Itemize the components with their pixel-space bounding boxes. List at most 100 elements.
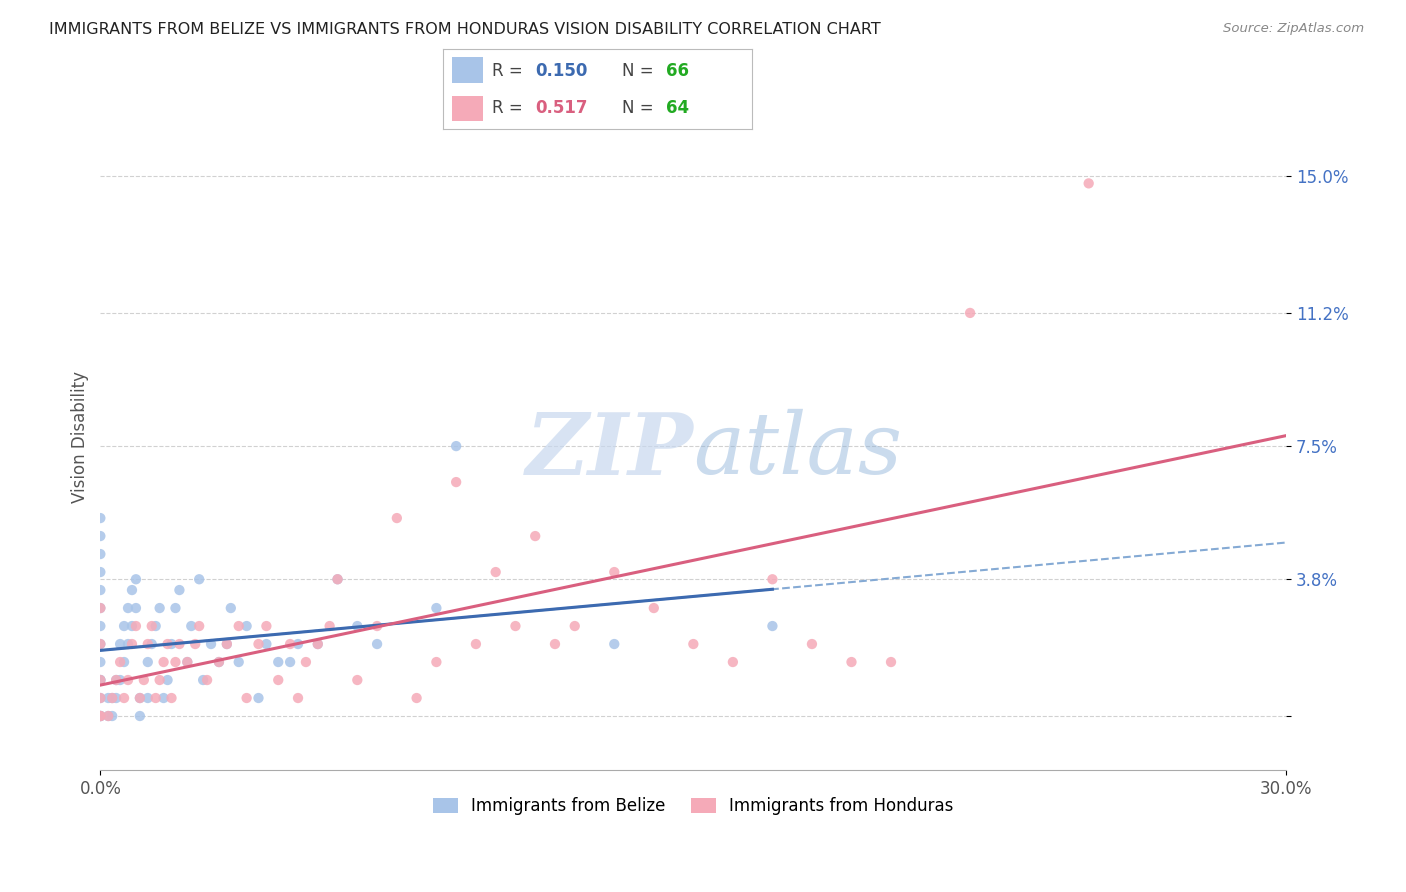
Point xyxy=(121,582,143,597)
Point xyxy=(141,619,163,633)
Point xyxy=(307,637,329,651)
Point xyxy=(318,619,340,633)
Point xyxy=(136,655,159,669)
Point xyxy=(128,691,150,706)
Point xyxy=(89,637,111,651)
Point xyxy=(208,655,231,669)
Point xyxy=(169,582,191,597)
FancyBboxPatch shape xyxy=(453,95,484,121)
Point xyxy=(215,637,238,651)
Point xyxy=(89,709,111,723)
Point xyxy=(89,673,111,687)
Point xyxy=(721,655,744,669)
Point xyxy=(682,637,704,651)
Point xyxy=(287,691,309,706)
Point xyxy=(89,673,111,687)
Point xyxy=(326,572,349,586)
Point xyxy=(215,637,238,651)
Point xyxy=(108,673,131,687)
Point xyxy=(254,637,277,651)
Point xyxy=(346,619,368,633)
Text: Source: ZipAtlas.com: Source: ZipAtlas.com xyxy=(1223,22,1364,36)
Point xyxy=(524,529,547,543)
Point xyxy=(117,637,139,651)
Point xyxy=(108,655,131,669)
Point xyxy=(132,673,155,687)
Point xyxy=(800,637,823,651)
Point xyxy=(121,637,143,651)
Point xyxy=(603,637,626,651)
Point xyxy=(89,709,111,723)
Point xyxy=(101,691,124,706)
Point xyxy=(841,655,863,669)
Text: N =: N = xyxy=(623,62,659,79)
Point xyxy=(385,511,408,525)
Point xyxy=(1077,177,1099,191)
Text: N =: N = xyxy=(623,99,659,117)
Point xyxy=(112,655,135,669)
Point xyxy=(191,673,214,687)
Point xyxy=(101,691,124,706)
Text: 0.150: 0.150 xyxy=(536,62,588,79)
Point xyxy=(485,565,508,579)
Point xyxy=(505,619,527,633)
Point xyxy=(278,655,301,669)
Point xyxy=(149,601,172,615)
Text: IMMIGRANTS FROM BELIZE VS IMMIGRANTS FROM HONDURAS VISION DISABILITY CORRELATION: IMMIGRANTS FROM BELIZE VS IMMIGRANTS FRO… xyxy=(49,22,882,37)
Point xyxy=(89,691,111,706)
Point xyxy=(307,637,329,651)
Point xyxy=(208,655,231,669)
Point xyxy=(165,655,187,669)
Point xyxy=(176,655,198,669)
Point xyxy=(89,655,111,669)
Point xyxy=(346,673,368,687)
Point xyxy=(101,709,124,723)
Point xyxy=(188,572,211,586)
Point xyxy=(89,619,111,633)
Point xyxy=(761,619,783,633)
Point xyxy=(121,619,143,633)
Point xyxy=(287,637,309,651)
Point xyxy=(105,673,128,687)
Point xyxy=(247,691,270,706)
Point xyxy=(444,439,467,453)
Point xyxy=(278,637,301,651)
Point xyxy=(165,601,187,615)
Point xyxy=(603,565,626,579)
Point xyxy=(97,691,120,706)
Point xyxy=(89,547,111,561)
Point xyxy=(152,691,174,706)
Point xyxy=(89,709,111,723)
Point xyxy=(959,306,981,320)
Point xyxy=(152,655,174,669)
Point xyxy=(89,691,111,706)
Point xyxy=(160,691,183,706)
Point xyxy=(108,637,131,651)
Point xyxy=(125,619,148,633)
Point xyxy=(544,637,567,651)
Point xyxy=(89,673,111,687)
Point xyxy=(136,691,159,706)
Point xyxy=(200,637,222,651)
Point xyxy=(564,619,586,633)
Point xyxy=(267,673,290,687)
Point xyxy=(128,691,150,706)
Point xyxy=(117,673,139,687)
Point xyxy=(425,601,447,615)
Point xyxy=(89,601,111,615)
Point xyxy=(228,619,250,633)
Point xyxy=(145,619,167,633)
Point xyxy=(425,655,447,669)
Point xyxy=(195,673,218,687)
Point xyxy=(149,673,172,687)
Legend: Immigrants from Belize, Immigrants from Honduras: Immigrants from Belize, Immigrants from … xyxy=(426,790,960,822)
Text: atlas: atlas xyxy=(693,409,903,491)
Point xyxy=(267,655,290,669)
Y-axis label: Vision Disability: Vision Disability xyxy=(72,371,89,503)
Point xyxy=(247,637,270,651)
Point xyxy=(89,529,111,543)
Text: 64: 64 xyxy=(665,99,689,117)
Point xyxy=(188,619,211,633)
Text: ZIP: ZIP xyxy=(526,409,693,492)
Point xyxy=(105,673,128,687)
